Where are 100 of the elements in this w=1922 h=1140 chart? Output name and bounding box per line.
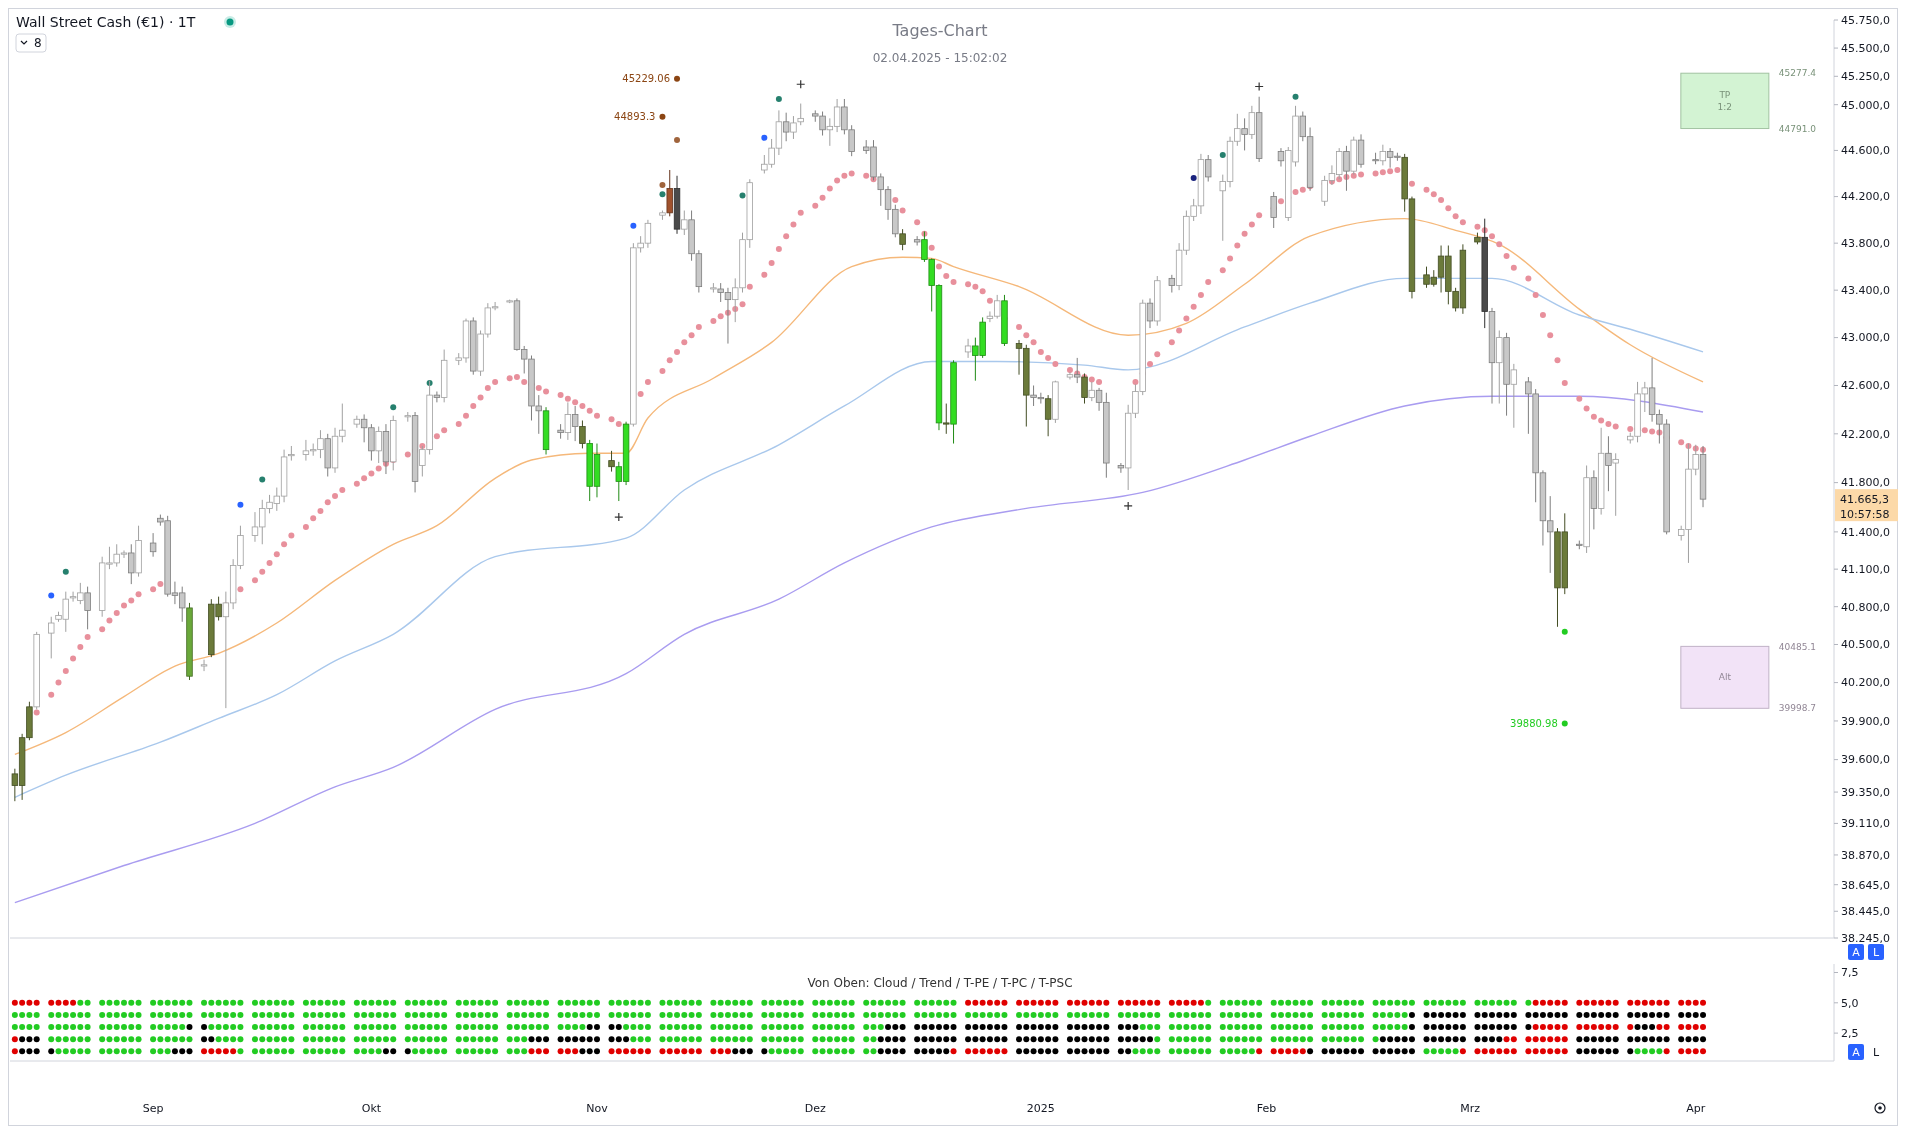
y-tick-label: 45.250,0 — [1841, 70, 1890, 84]
point — [1123, 501, 1133, 511]
x-tick-label: Okt — [361, 1102, 382, 1115]
candlestick — [790, 115, 797, 140]
candlestick — [1241, 117, 1248, 151]
y-tick-label: 44.200,0 — [1841, 190, 1890, 204]
x-tick-label: Nov — [586, 1102, 609, 1115]
candlestick — [943, 403, 950, 435]
candlestick — [571, 405, 579, 442]
point — [630, 222, 637, 229]
point — [761, 134, 768, 141]
annotation: 1:2 — [1717, 102, 1733, 113]
point — [674, 137, 681, 144]
chart-title: Tages-Chart — [891, 21, 988, 40]
text: 41.665,3 — [1840, 493, 1889, 506]
x-tick-label: Apr — [1686, 1102, 1706, 1115]
point — [739, 192, 746, 199]
y-tick-label: 39.600,0 — [1841, 753, 1890, 767]
candlestick — [433, 391, 441, 403]
candlestick — [200, 659, 208, 672]
candlestick — [579, 419, 586, 449]
x-tick-label: Sep — [142, 1102, 164, 1115]
y-tick-label: 43.000,0 — [1841, 331, 1890, 345]
y-tick-label: 38.245,0 — [1841, 931, 1890, 945]
line-series — [14, 277, 1704, 798]
point — [390, 404, 397, 411]
point — [1190, 175, 1197, 182]
point — [1254, 81, 1264, 92]
annotation: 8 — [34, 36, 42, 50]
y-tick-label: 7,5 — [1841, 966, 1859, 980]
annotation: 44791.0 — [1778, 123, 1817, 134]
data-label: 44893.3 — [614, 111, 656, 123]
y-tick-label: 42.600,0 — [1841, 379, 1890, 393]
y-tick-label: 42.200,0 — [1841, 427, 1890, 441]
annotation: Wall Street Cash (€1) · 1T — [16, 14, 196, 30]
y-tick-label: 44.600,0 — [1841, 144, 1890, 158]
y-tick-label: 41.800,0 — [1841, 476, 1890, 490]
data-label: 39880.98 — [1510, 717, 1558, 729]
point — [775, 96, 782, 102]
y-tick-label: 45.000,0 — [1841, 98, 1890, 112]
y-tick-label: 41.400,0 — [1841, 525, 1890, 539]
annotation: 45277.4 — [1778, 68, 1817, 79]
y-tick-label: 40.800,0 — [1841, 600, 1890, 614]
candlestick — [1205, 154, 1212, 183]
text: L — [1872, 946, 1880, 959]
y-tick-label: 41.100,0 — [1841, 562, 1890, 576]
text: 10:57:58 — [1840, 508, 1890, 521]
x-tick-label: Dez — [804, 1102, 827, 1115]
candlestick — [1248, 105, 1256, 140]
point — [237, 501, 244, 508]
y-tick-label: 40.200,0 — [1841, 676, 1890, 690]
y-tick-label: 43.400,0 — [1841, 284, 1890, 298]
candlestick — [608, 450, 615, 473]
candlestick — [48, 616, 55, 659]
x-tick-label: Feb — [1256, 1102, 1277, 1115]
candlestick — [913, 235, 921, 246]
y-tick-label: 38.870,0 — [1841, 848, 1890, 862]
point — [48, 592, 55, 599]
annotation: Alt — [1718, 672, 1732, 683]
point — [614, 512, 624, 522]
candlestick — [899, 228, 906, 251]
candlestick — [564, 401, 572, 441]
point — [1561, 628, 1568, 635]
point — [674, 75, 681, 82]
text: A — [1852, 946, 1861, 959]
y-tick-label: 39.900,0 — [1841, 714, 1890, 728]
point — [1561, 720, 1568, 727]
candlestick — [1605, 435, 1612, 492]
y-tick-label: 2,5 — [1841, 1026, 1859, 1040]
candlestick — [1277, 147, 1285, 168]
candlestick — [84, 586, 91, 630]
candlestick — [128, 543, 135, 585]
annotation: 40485.1 — [1778, 641, 1817, 652]
text: 02.04.2025 - 15:02:02 — [872, 51, 1008, 65]
candlestick — [1044, 394, 1052, 437]
annotation: 39998.7 — [1778, 703, 1817, 714]
y-tick-label: 43.800,0 — [1841, 237, 1890, 251]
y-tick-label: 39.350,0 — [1841, 785, 1890, 799]
candlestick — [1379, 144, 1387, 166]
candlestick — [353, 415, 361, 429]
candlestick — [1612, 452, 1619, 517]
y-tick-label: 38.645,0 — [1841, 878, 1890, 892]
y-tick-label: 39.110,0 — [1841, 817, 1890, 831]
candlestick — [1510, 363, 1518, 429]
candlestick — [375, 426, 382, 464]
data-label: 45229.06 — [622, 73, 671, 85]
y-tick-label: 40.500,0 — [1841, 638, 1890, 652]
candlestick — [149, 532, 157, 558]
text: Von Oben: Cloud / Trend / T-PE / T-PC / T-PSC — [807, 976, 1073, 990]
point — [259, 476, 266, 483]
candlestick — [797, 103, 804, 126]
y-tick-label: 38.445,0 — [1841, 905, 1890, 919]
x-tick-label: Mrz — [1460, 1102, 1481, 1115]
point — [1219, 152, 1226, 159]
point — [62, 568, 69, 575]
candlestick — [782, 112, 790, 142]
candlestick — [964, 338, 972, 359]
candlestick — [1117, 462, 1125, 474]
x-tick-label: 2025 — [1026, 1102, 1055, 1115]
y-tick-label: 45.500,0 — [1841, 41, 1890, 55]
